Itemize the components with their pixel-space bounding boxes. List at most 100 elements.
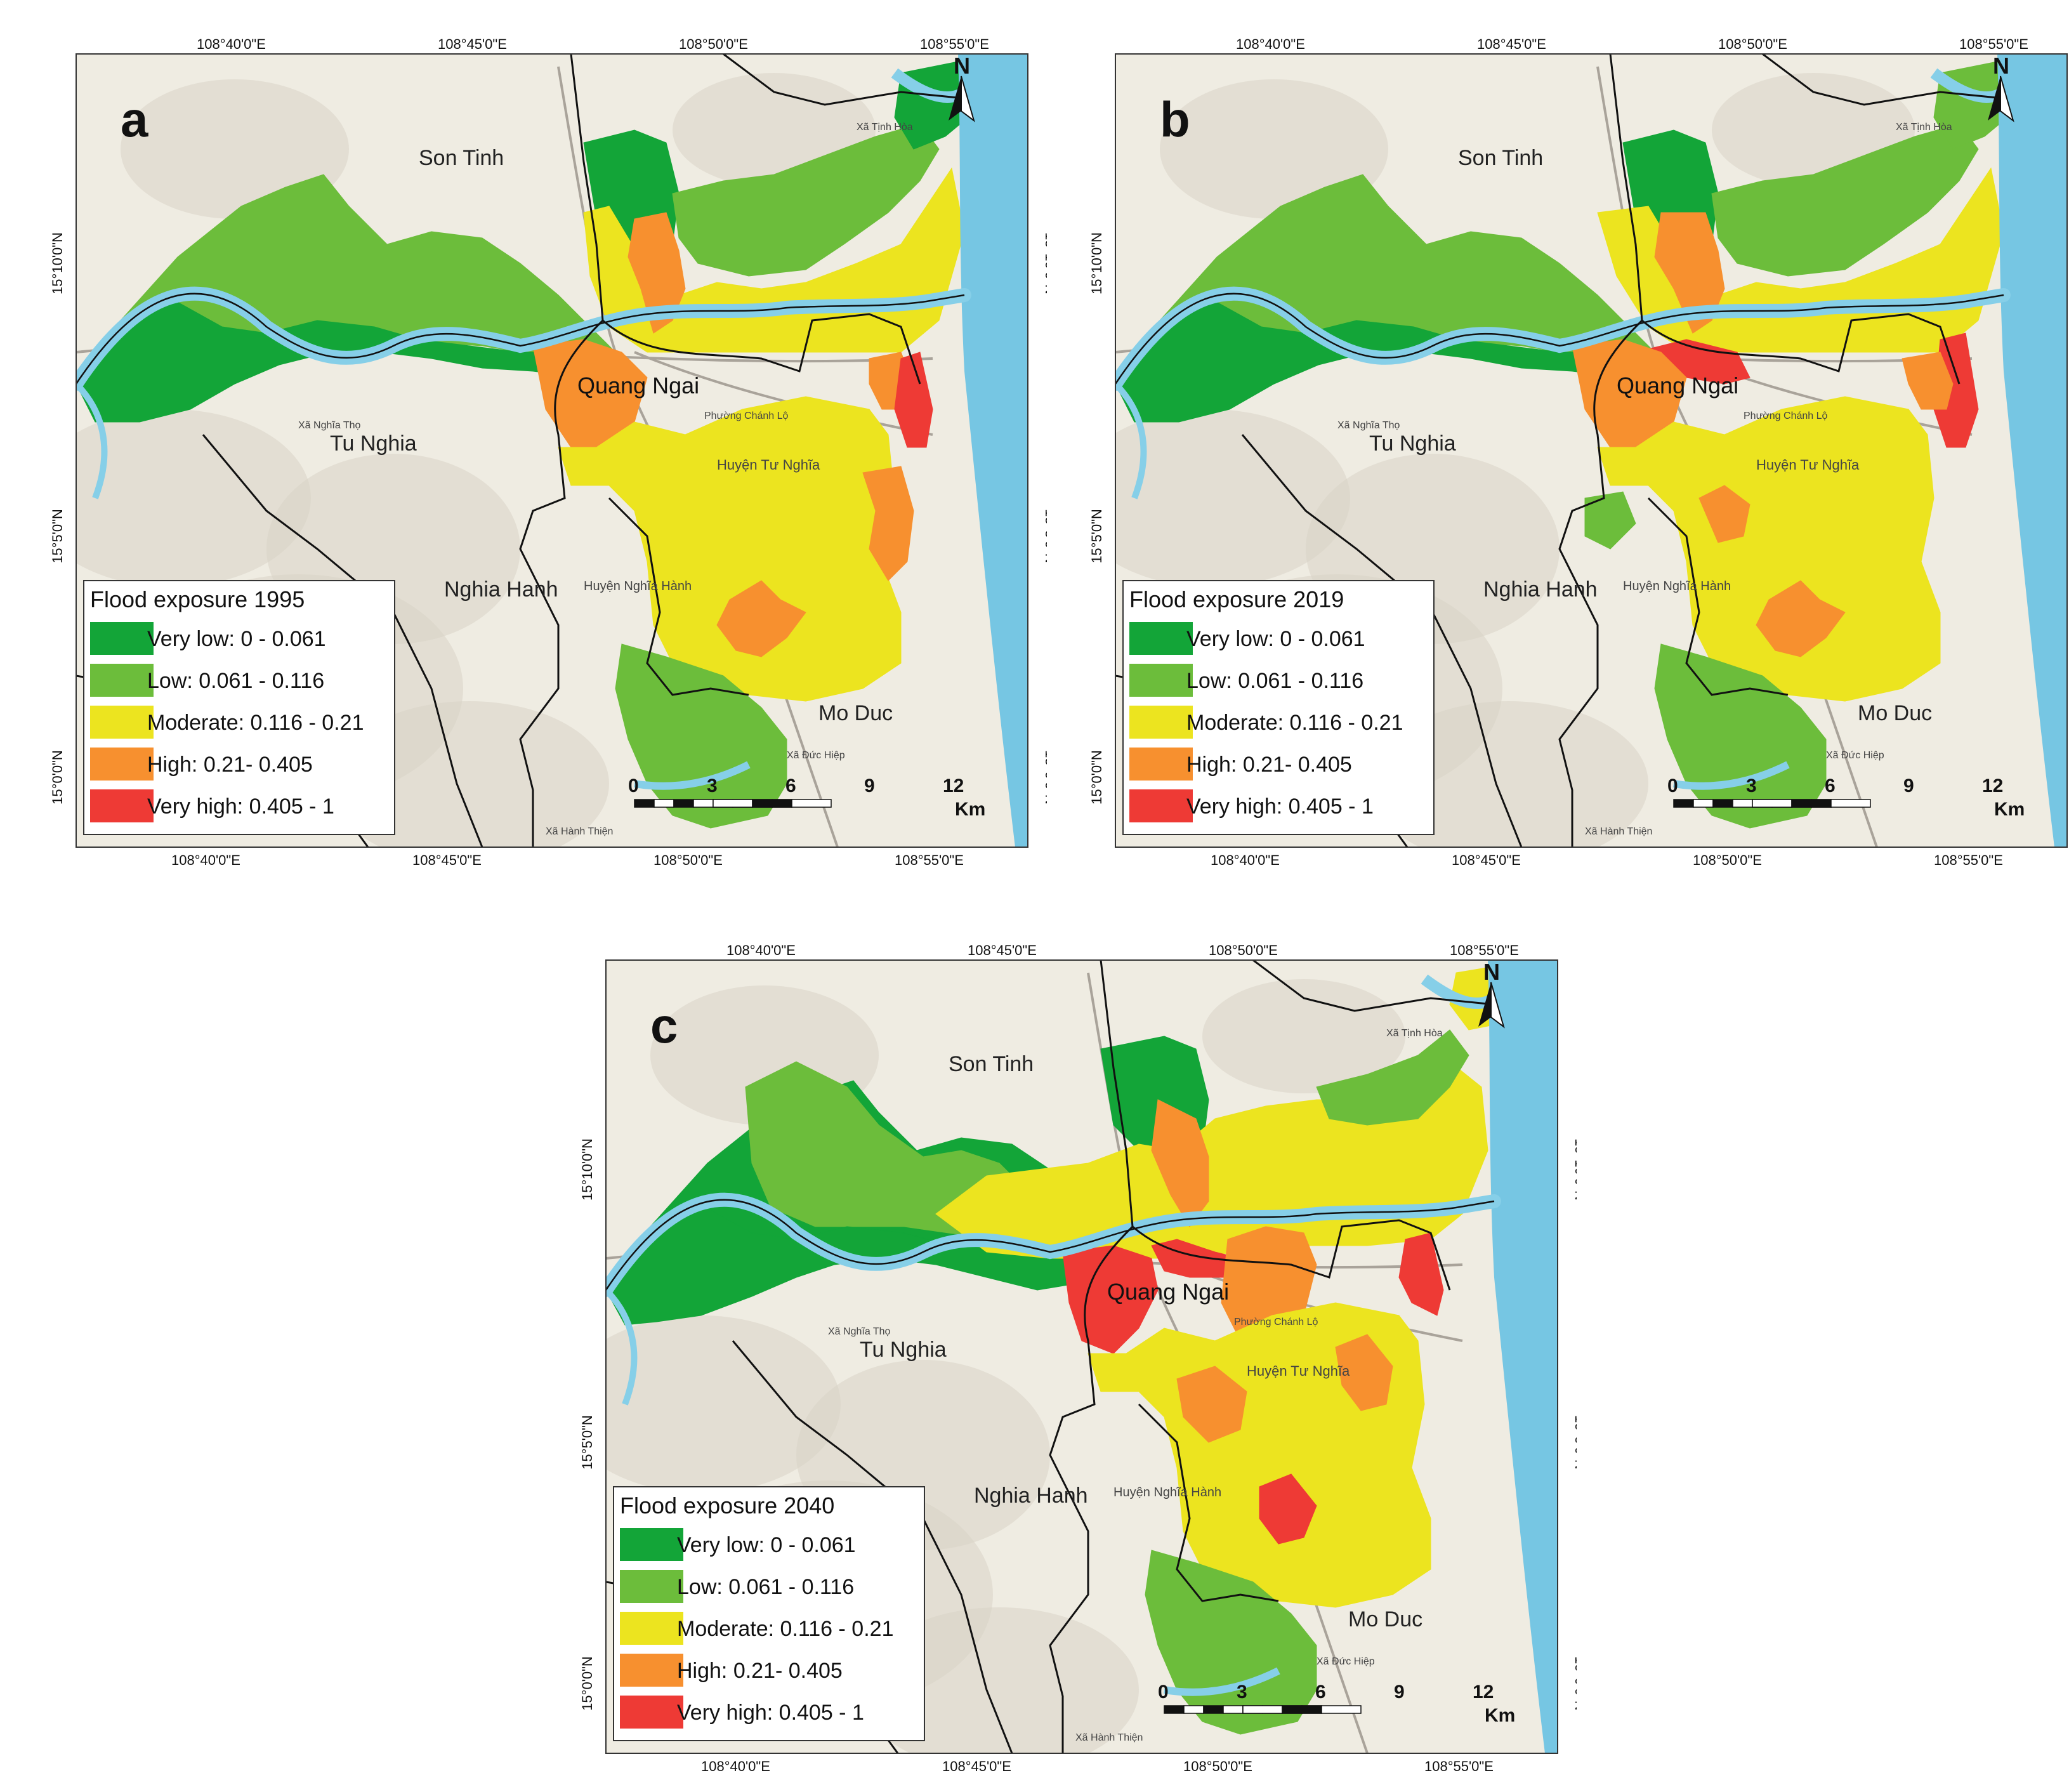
legend-class-label: Moderate: 0.116 - 0.21 [147,711,364,735]
left-latitude-label: 15°5'0"N [579,1415,595,1470]
panel-letter: c [650,998,678,1053]
flood-zone-very-high [1062,1245,1159,1354]
scale-tick-label: 0 [1158,1682,1169,1703]
top-longitude-label: 108°55'0"E [1450,942,1519,958]
legend: Flood exposure 2019 Very low: 0 - 0.061 Lo… [1122,580,1435,835]
legend: Flood exposure 2040 Very low: 0 - 0.061 Lo… [613,1486,925,1741]
bottom-longitude-label: 108°55'0"E [895,852,964,868]
label-son-tinh: Son Tinh [1458,146,1543,170]
district-border [1138,1403,1279,1602]
scale-tick-label: 3 [707,775,718,796]
legend-class-label: Very low: 0 - 0.061 [1186,627,1365,651]
sea-area [1488,960,1558,1753]
label-huyen-tu-nghia: Huyện Tư Nghĩa [1247,1363,1350,1379]
map-frame [605,959,1558,1754]
legend-class-label: Very high: 0.405 - 1 [1186,794,1374,819]
scale-segment [654,799,674,808]
sea-area [958,54,1028,847]
bottom-longitude-label: 108°45'0"E [1452,852,1521,868]
scale-bar: 0 3 6 9 12 Km [1667,775,2025,820]
district-border [1132,1219,1451,1291]
left-latitude-label: 15°0'0"N [1089,750,1105,805]
legend-swatch [90,748,154,781]
district-border [1641,313,1961,385]
north-arrow-icon: N [949,54,975,122]
flood-zone-low [672,123,940,277]
label-son-tinh: Son Tinh [949,1052,1034,1076]
scale-segment [752,799,792,808]
left-latitude-label: 15°10'0"N [1089,232,1105,294]
terrain-hill [1369,701,1648,847]
label-xa-nghia-tho: Xã Nghĩa Thọ [1337,420,1400,431]
legend-swatch [620,1570,683,1603]
scale-segment [1830,799,1871,808]
legend-class-label: High: 0.21- 0.405 [677,1659,843,1683]
legend-title: Flood exposure 2040 [620,1492,834,1519]
legend-swatch [1129,664,1193,697]
flood-zone-high [1902,352,1954,410]
top-longitude-label: 108°50'0"E [1209,942,1278,958]
right-latitude-label: 15°0'0"N [1042,750,1047,805]
label-xa-nghia-tho: Xã Nghĩa Thọ [828,1326,891,1337]
scale-segment [713,799,753,808]
label-quang-ngai: Quang Ngai [1617,372,1738,399]
north-arrow-icon: N [1478,960,1505,1029]
district-border [1609,54,1643,321]
left-latitude-label: 15°0'0"N [579,1656,595,1711]
north-arrow-icon: N [1988,54,2014,122]
scale-tick-label: 6 [1315,1682,1326,1703]
label-mo-duc: Mo Duc [818,701,893,725]
scale-bar: 0 3 6 9 12 Km [628,775,985,820]
scale-segment [1712,799,1733,808]
label-quang-ngai: Quang Ngai [1107,1279,1229,1305]
bottom-longitude-label: 108°55'0"E [1424,1758,1494,1774]
terrain-hill [121,79,349,219]
right-latitude-label: 15°5'0"N [1572,1415,1577,1470]
road-line [634,351,933,436]
scale-unit: Km [955,799,985,820]
district-border [1252,960,1495,1012]
label-phuong-chanh-lo: Phường Chánh Lộ [1744,411,1828,421]
panel-letter: b [1160,91,1190,147]
flood-zone-high [1698,485,1750,543]
scale-tick-label: 3 [1237,1682,1247,1703]
label-mo-duc: Mo Duc [1348,1607,1422,1631]
label-huyen-nghia-hanh: Huyện Nghĩa Hành [1113,1486,1221,1499]
district-border [570,54,604,321]
district-border [1647,497,1789,696]
legend-swatch [1129,748,1193,781]
top-longitude-label: 108°40'0"E [726,942,796,958]
legend-class-label: High: 0.21- 0.405 [1186,753,1352,777]
terrain-hill [1160,79,1388,219]
legend-class-label: Very high: 0.405 - 1 [677,1701,864,1725]
scale-segment [1164,1705,1185,1714]
scale-segment [1673,799,1694,808]
district-border [1100,960,1134,1227]
flood-zone-high [1756,580,1846,657]
legend-class-label: Low: 0.061 - 0.116 [1186,669,1363,693]
legend-class-label: High: 0.21- 0.405 [147,753,313,777]
map-figure-b: Son Tinh Tu Nghia Nghia Hanh Quang Ngai Mo D… [1089,36,2068,868]
flood-zone-high [1335,1334,1393,1411]
label-phuong-chanh-lo: Phường Chánh Lộ [1234,1317,1318,1328]
scale-unit: Km [1994,799,2025,820]
scale-unit: Km [1485,1705,1515,1726]
label-xa-duc-hiep: Xã Đức Hiệp [1826,750,1884,761]
district-border [608,497,749,696]
legend-title: Flood exposure 1995 [90,586,305,612]
terrain-hill [606,1315,841,1493]
right-latitude-label: 15°10'0"N [1042,232,1047,294]
legend-title: Flood exposure 2019 [1129,586,1344,612]
bottom-longitude-label: 108°55'0"E [1934,852,2003,868]
bottom-longitude-label: 108°50'0"E [654,852,723,868]
legend-class-label: Moderate: 0.116 - 0.21 [677,1617,893,1641]
flood-zone-low [1654,643,1827,829]
legend-swatch [90,706,154,739]
scale-tick-label: 9 [1394,1682,1405,1703]
label-huyen-tu-nghia: Huyện Tư Nghĩa [717,457,820,473]
scale-tick-label: 12 [943,775,964,796]
river-south [1164,1667,1280,1696]
scale-segment [693,799,714,808]
scale-segment [1752,799,1792,808]
river-branch [76,381,108,499]
